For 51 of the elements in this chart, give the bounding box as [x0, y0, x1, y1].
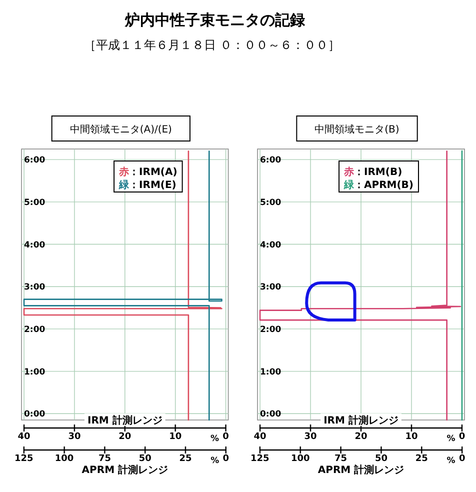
scale: 125 100 75 50 25 0 %: [14, 446, 229, 466]
y-tick-label: 1:00: [260, 367, 282, 378]
x-tick-label: 40: [18, 432, 30, 442]
scale: 125 100 75 50 25 0 %: [250, 446, 466, 466]
panel-title: 中間領域モニタ(A)/(E): [51, 116, 190, 142]
y-tick-label: 2:00: [24, 324, 46, 335]
y-tick-label: 6:00: [24, 156, 46, 166]
y-tick-label: 0:00: [24, 410, 46, 420]
y-tick-label: 5:00: [24, 198, 46, 208]
y-tick-label: 3:00: [260, 282, 282, 293]
x-tick-label: 20: [354, 432, 368, 442]
x-tick-label: 30: [68, 432, 81, 442]
x2-tick-label: 125: [250, 454, 270, 464]
x2-tick-label: 50: [374, 454, 388, 464]
y-tick-label: 4:00: [260, 240, 282, 250]
x2-tick-label: 125: [14, 454, 34, 464]
chart-title: 中間領域モニタ(B): [314, 124, 400, 136]
x2-axis-title: APRM 計測レンジ: [82, 464, 168, 476]
x2-tick-label: 50: [138, 454, 152, 464]
series-label: 赤：IRM(A): [118, 166, 178, 178]
x2-axis-title: APRM 計測レンジ: [318, 464, 404, 476]
chart-title: 中間領域モニタ(A)/(E): [70, 124, 172, 136]
x-tick-label: 40: [254, 432, 266, 442]
panel-title: 中間領域モニタ(B): [296, 116, 418, 142]
x2-tick-label: 75: [334, 454, 348, 464]
x2-tick-label: 100: [290, 454, 310, 464]
y-tick-label: 2:00: [260, 324, 282, 335]
x-axis-title: IRM 計測レンジ: [324, 414, 398, 426]
x-tick-label: 0: [458, 432, 466, 442]
x2-tick-label: 25: [179, 454, 192, 464]
y-tick-label: 3:00: [24, 282, 46, 293]
legend: 赤：IRM(A) 緑：IRM(E): [114, 160, 183, 192]
y-tick-label: 5:00: [260, 198, 282, 208]
x2-tick-label: 100: [54, 454, 74, 464]
y-tick-label: 0:00: [260, 410, 282, 420]
x-tick-label: 0: [222, 432, 229, 442]
x2-tick-label: 75: [98, 454, 111, 464]
x2-tick-label: 25: [415, 454, 428, 464]
text: ［平成１１年６月１８日 ０：００～６：００］: [84, 38, 340, 52]
y-tick-label: 4:00: [24, 240, 46, 250]
x2-tick-label: 0: [222, 454, 230, 464]
x-axis-title: IRM 計測レンジ: [87, 414, 162, 426]
y-tick-label: 1:00: [24, 367, 46, 378]
y-tick-label: 6:00: [260, 156, 282, 166]
text: 炉内中性子束モニタの記録: [124, 11, 305, 29]
x-tick-label: 10: [405, 432, 418, 442]
x-tick-label: 20: [118, 432, 132, 442]
x-tick-label: 10: [169, 432, 182, 442]
x-tick-label: 30: [304, 432, 317, 442]
legend: 赤：IRM(B) 緑：APRM(B): [338, 160, 419, 192]
x2-tick-label: 0: [458, 454, 466, 464]
